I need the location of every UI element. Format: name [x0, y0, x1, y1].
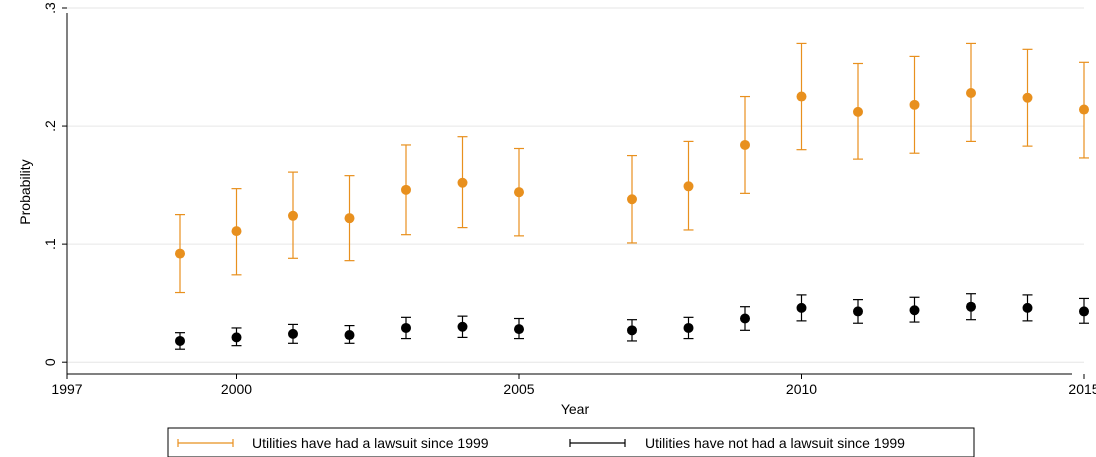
legend-label: Utilities have had a lawsuit since 1999 — [252, 435, 489, 451]
x-tick-label: 1997 — [51, 381, 82, 397]
y-tick-label: .1 — [42, 238, 58, 250]
data-point — [288, 210, 298, 221]
data-point — [1079, 104, 1089, 115]
data-point — [627, 194, 637, 205]
data-point — [740, 313, 750, 324]
data-point — [909, 99, 920, 110]
data-point — [853, 306, 863, 317]
x-ticks: 1997 2000 2005 2010 2015 — [51, 374, 1096, 397]
x-tick-label: 2000 — [221, 381, 252, 397]
y-tick-label: 0 — [42, 358, 58, 366]
data-point — [344, 330, 355, 341]
data-point — [457, 177, 468, 188]
data-point — [796, 91, 807, 102]
data-point — [627, 325, 637, 336]
y-axis-title: Probability — [17, 159, 33, 224]
data-point — [514, 324, 524, 335]
data-point — [231, 332, 242, 343]
data-point — [909, 305, 920, 316]
data-point — [683, 181, 694, 192]
data-point — [344, 213, 355, 224]
x-tick-label: 2010 — [786, 381, 817, 397]
data-point — [853, 106, 863, 117]
data-point — [1079, 306, 1089, 317]
data-marks — [175, 42, 1089, 350]
data-point — [401, 184, 411, 195]
y-ticks: 0 .1 .2 .3 — [42, 2, 67, 366]
legend-label: Utilities have not had a lawsuit since 1… — [645, 435, 905, 451]
data-point — [175, 248, 185, 259]
data-point — [966, 301, 976, 312]
data-point — [1022, 92, 1033, 103]
x-tick-label: 2015 — [1068, 381, 1096, 397]
data-point — [401, 322, 411, 333]
data-point — [740, 139, 750, 150]
data-point — [231, 226, 242, 237]
data-point — [966, 88, 976, 99]
y-tick-label: .2 — [42, 120, 58, 132]
data-point — [457, 321, 468, 332]
data-point — [514, 187, 524, 198]
data-point — [1022, 302, 1033, 313]
data-point — [683, 322, 694, 333]
x-tick-label: 2005 — [503, 381, 534, 397]
y-tick-label: .3 — [42, 2, 58, 14]
data-point — [175, 335, 185, 346]
data-point — [288, 328, 298, 339]
data-point — [796, 302, 807, 313]
legend: Utilities have had a lawsuit since 1999 U… — [167, 427, 975, 457]
x-axis-title: Year — [561, 401, 590, 417]
axes — [66, 13, 1072, 375]
